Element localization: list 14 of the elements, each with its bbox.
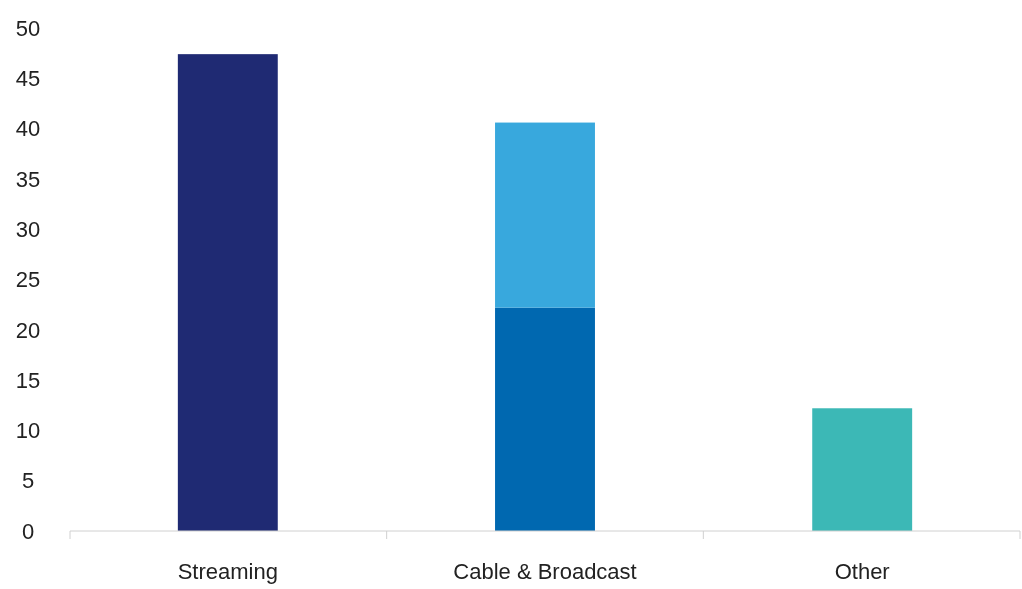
y-tick-label: 45	[15, 66, 41, 91]
y-tick-label: 5	[21, 468, 35, 494]
y-tick-label: 15	[15, 367, 41, 393]
y-tick-label: 0	[21, 518, 35, 544]
y-tick-label: 35	[15, 166, 41, 192]
x-tick-label: Other	[834, 559, 890, 584]
y-tick-label: 20	[15, 317, 41, 343]
x-tick-label: Cable & Broadcast	[453, 559, 637, 584]
y-tick-label: 25	[15, 267, 41, 293]
x-tick-label: Streaming	[177, 559, 278, 584]
y-tick-label: 50	[15, 15, 41, 41]
y-tick-label: 10	[15, 418, 41, 444]
y-tick-label: 40	[15, 116, 41, 142]
y-tick-label: 30	[15, 216, 41, 242]
